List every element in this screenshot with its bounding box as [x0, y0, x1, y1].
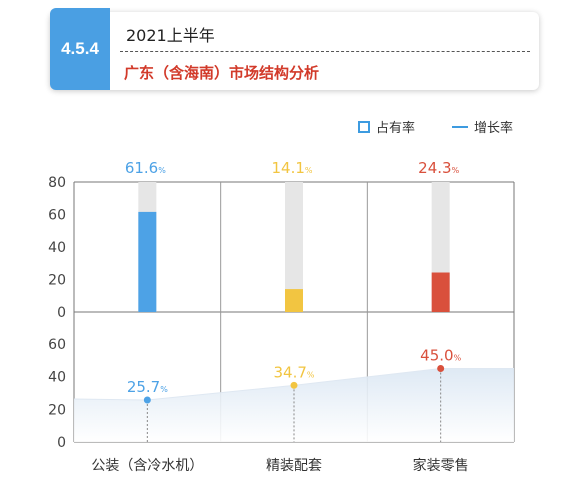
header-divider — [120, 51, 530, 52]
growth-area — [74, 368, 514, 442]
section-number-badge: 4.5.4 — [50, 8, 110, 90]
legend-growth-swatch — [452, 125, 468, 128]
growth-value-label: 34.7% — [273, 363, 314, 381]
share-bar — [138, 211, 157, 312]
top-y-tick-label: 0 — [57, 305, 66, 321]
top-y-tick-label: 40 — [48, 240, 66, 256]
growth-value-label: 25.7% — [127, 378, 168, 396]
top-y-tick-label: 60 — [48, 208, 66, 224]
legend-share-swatch — [358, 120, 370, 133]
category-label: 家装零售 — [413, 457, 469, 474]
share-value-label: 61.6% — [125, 159, 166, 177]
growth-value-label: 45.0% — [420, 347, 461, 365]
legend-share-label: 占有率 — [376, 121, 416, 136]
growth-point — [290, 381, 298, 389]
top-y-tick-label: 80 — [48, 175, 66, 191]
legend-growth: 增长率 — [452, 117, 513, 136]
share-value-label: 24.3% — [418, 159, 459, 177]
growth-point — [437, 365, 445, 372]
top-y-tick-label: 20 — [48, 273, 66, 289]
share-bar — [285, 289, 303, 312]
bottom-y-tick-label: 20 — [48, 402, 66, 418]
share-bar — [431, 272, 450, 312]
growth-point — [143, 396, 151, 404]
bar-background — [285, 182, 303, 312]
category-label: 精装配套 — [266, 458, 322, 474]
bottom-y-tick-label: 40 — [48, 370, 66, 386]
bottom-y-tick-label: 0 — [57, 435, 66, 451]
chart-subtitle: 广东（含海南）市场结构分析 — [124, 64, 320, 82]
legend-share: 占有率 — [358, 117, 415, 136]
legend-growth-label: 增长率 — [474, 121, 514, 136]
share-value-label: 14.1% — [271, 159, 312, 177]
category-label: 公装（含冷水机） — [91, 458, 203, 474]
bottom-y-tick-label: 60 — [48, 337, 66, 353]
period-label: 2021上半年 — [126, 26, 215, 45]
